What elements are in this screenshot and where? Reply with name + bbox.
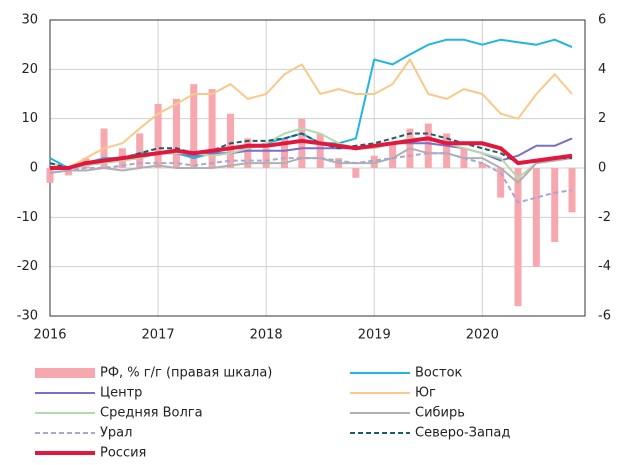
y-tick-label: 10 — [21, 111, 38, 126]
legend-label: Средняя Волга — [100, 406, 203, 421]
bar — [190, 84, 198, 168]
y-tick-label: 0 — [30, 161, 38, 176]
bar — [298, 118, 306, 168]
bar — [497, 168, 505, 198]
bar — [226, 113, 234, 168]
line-series — [49, 147, 573, 184]
bar — [262, 148, 270, 168]
bar — [551, 168, 559, 242]
bar — [443, 133, 451, 168]
bar — [424, 123, 432, 168]
bar — [514, 168, 522, 307]
x-tick-label: 2017 — [142, 328, 175, 343]
legend-label: РФ, % г/г (правая шкала) — [100, 366, 272, 381]
legend-label: Центр — [100, 386, 142, 401]
y2-tick-label: -2 — [598, 210, 611, 225]
legend-label: Восток — [415, 366, 463, 381]
bar — [352, 168, 360, 178]
x-tick-label: 2016 — [33, 328, 66, 343]
bar — [172, 98, 180, 168]
legend-label: Россия — [100, 446, 146, 461]
legend-label: Урал — [100, 426, 132, 441]
bar — [154, 103, 162, 168]
legend-label: Северо-Запад — [415, 426, 510, 441]
bar — [532, 168, 540, 267]
bar — [370, 155, 378, 168]
line-series — [49, 58, 573, 169]
x-tick-label: 2019 — [358, 328, 391, 343]
line-series — [50, 136, 573, 170]
y2-tick-label: 4 — [598, 62, 606, 77]
y-tick-label: 30 — [21, 13, 38, 28]
bar — [64, 168, 72, 176]
x-tick-label: 2020 — [466, 328, 499, 343]
bar — [281, 138, 289, 168]
bar — [46, 168, 54, 183]
y-tick-label: -10 — [17, 210, 38, 225]
bar — [478, 163, 486, 168]
legend-label: Юг — [415, 386, 436, 401]
y2-tick-label: 2 — [598, 111, 606, 126]
y-tick-label: 20 — [21, 62, 38, 77]
y2-tick-label: 0 — [598, 161, 606, 176]
y2-tick-label: -6 — [598, 309, 611, 324]
bar — [568, 168, 576, 213]
bar — [244, 138, 252, 168]
bar — [136, 133, 144, 168]
bar — [316, 133, 324, 168]
legend-label: Сибирь — [415, 406, 465, 421]
y2-tick-label: 6 — [598, 13, 606, 28]
y-tick-label: -30 — [17, 309, 38, 324]
line-series — [50, 127, 573, 179]
bar — [389, 143, 397, 168]
bar — [208, 89, 216, 168]
y2-tick-label: -4 — [598, 259, 611, 274]
y-tick-label: -20 — [17, 259, 38, 274]
line-series — [49, 132, 572, 169]
x-tick-label: 2018 — [250, 328, 283, 343]
